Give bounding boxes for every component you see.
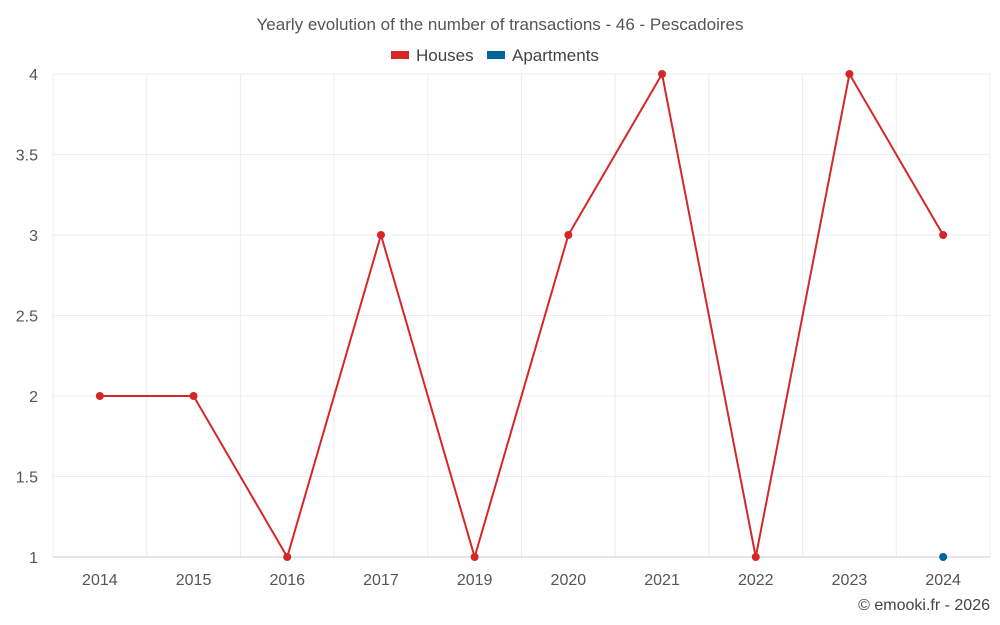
data-point-houses-2016[interactable] <box>283 553 292 561</box>
data-point-houses-2023[interactable] <box>845 70 854 78</box>
legend-item-apartments[interactable]: Apartments <box>487 46 599 65</box>
data-point-houses-2017[interactable] <box>376 231 385 239</box>
data-point-houses-2021[interactable] <box>658 70 667 78</box>
x-tick-label: 2017 <box>363 572 399 589</box>
series-apartments <box>939 553 948 561</box>
data-point-houses-2019[interactable] <box>470 553 479 561</box>
legend-swatch-apartments <box>487 51 505 59</box>
data-point-houses-2024[interactable] <box>939 231 948 239</box>
data-point-houses-2022[interactable] <box>751 553 760 561</box>
x-tick-label: 2016 <box>269 572 305 589</box>
legend-label-houses: Houses <box>416 46 474 65</box>
y-tick-label: 1 <box>29 550 38 567</box>
legend-label-apartments: Apartments <box>512 46 599 65</box>
data-point-apartments-2024[interactable] <box>939 553 948 561</box>
axes: 1 1.5 2 2.5 3 3.5 4 2014 2015 2016 2017 2019 2020 202… <box>16 67 990 589</box>
y-tick-label: 3 <box>29 228 38 245</box>
data-point-houses-2020[interactable] <box>564 231 573 239</box>
x-tick-label: 2021 <box>644 572 680 589</box>
series <box>95 70 948 561</box>
credit-text: © emooki.fr - 2026 <box>858 597 990 614</box>
y-tick-label: 4 <box>29 67 38 84</box>
legend-item-houses[interactable]: Houses <box>391 46 474 65</box>
data-point-houses-2014[interactable] <box>95 392 104 400</box>
y-tick-label: 2 <box>29 389 38 406</box>
grid <box>52 73 991 557</box>
y-tick-label: 3.5 <box>16 148 38 165</box>
x-tick-label: 2015 <box>176 572 212 589</box>
legend: Houses Apartments <box>391 46 599 65</box>
y-tick-label: 1.5 <box>16 470 38 487</box>
x-tick-label: 2019 <box>457 572 493 589</box>
series-line-houses <box>99 71 945 561</box>
y-tick-label: 2.5 <box>16 309 38 326</box>
x-tick-label: 2022 <box>738 572 774 589</box>
x-tick-label: 2020 <box>551 572 587 589</box>
data-point-houses-2015[interactable] <box>189 392 198 400</box>
x-tick-label: 2024 <box>925 572 961 589</box>
legend-swatch-houses <box>391 51 409 59</box>
x-tick-label: 2023 <box>832 572 868 589</box>
x-tick-label: 2014 <box>82 572 118 589</box>
series-houses <box>95 70 948 561</box>
chart-title: Yearly evolution of the number of transa… <box>257 15 744 34</box>
